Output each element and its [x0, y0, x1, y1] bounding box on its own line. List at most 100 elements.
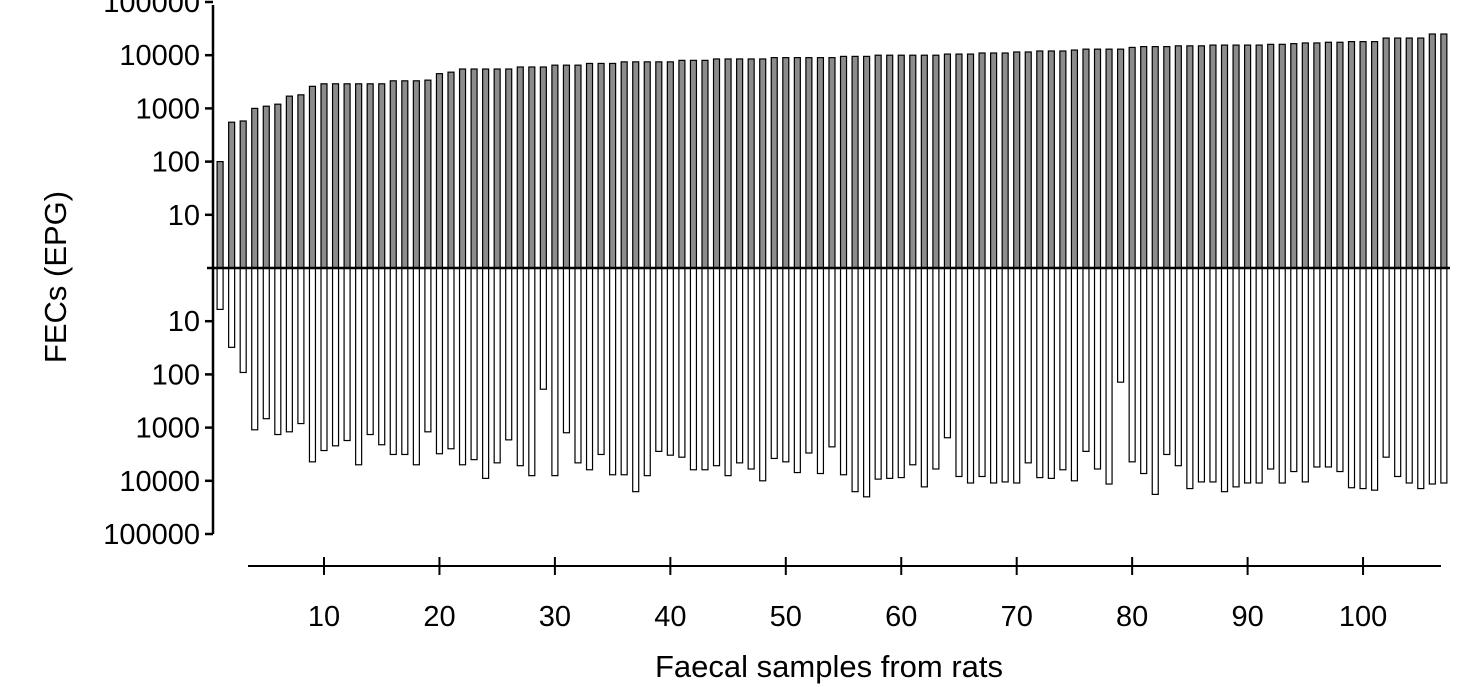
upper-bar-30: [551, 64, 559, 269]
upper-bar-75: [1070, 49, 1079, 269]
lower-bar-12: [343, 267, 351, 442]
bars-group: [216, 33, 1448, 498]
lower-bar-92: [1267, 267, 1275, 470]
upper-bar-99: [1347, 41, 1356, 269]
upper-bar-14: [366, 83, 374, 269]
lower-bar-100: [1359, 267, 1367, 490]
upper-bar-71: [1024, 51, 1032, 269]
y-axis-label: FECs (EPG): [38, 191, 73, 363]
lower-bar-83: [1163, 267, 1171, 456]
y-tick-label-top: 100000: [103, 0, 200, 19]
lower-bar-51: [793, 267, 801, 474]
lower-bar-55: [839, 267, 848, 476]
upper-bar-4: [251, 107, 259, 269]
lower-bar-102: [1382, 267, 1390, 458]
lower-bar-68: [990, 267, 998, 484]
lower-bar-21: [447, 267, 455, 450]
upper-bar-18: [412, 80, 420, 269]
lower-bar-3: [239, 267, 247, 374]
lower-bar-46: [736, 267, 744, 464]
lower-bar-31: [562, 267, 571, 434]
lower-bar-71: [1024, 267, 1032, 464]
upper-bar-77: [1093, 48, 1102, 269]
lower-bar-49: [770, 267, 778, 460]
upper-bar-50: [782, 57, 790, 269]
lower-bar-20: [435, 267, 444, 455]
lower-bar-66: [966, 267, 975, 484]
lower-bar-13: [355, 267, 363, 466]
lower-bar-26: [505, 267, 513, 441]
upper-bar-53: [816, 57, 825, 269]
lower-bar-93: [1278, 267, 1286, 484]
lower-bar-1: [216, 267, 224, 310]
lower-bar-72: [1036, 267, 1044, 479]
upper-bar-28: [528, 66, 536, 269]
lower-bar-65: [955, 267, 963, 478]
lower-bar-22: [458, 267, 467, 466]
upper-bar-78: [1105, 48, 1113, 269]
lower-bar-107: [1440, 267, 1448, 484]
upper-bar-45: [724, 58, 732, 269]
lower-bar-15: [378, 267, 386, 446]
upper-bar-33: [585, 62, 594, 269]
upper-bar-89: [1232, 44, 1240, 269]
upper-bar-27: [516, 66, 524, 269]
upper-bar-44: [712, 58, 721, 269]
lower-bar-28: [528, 267, 536, 477]
upper-bar-51: [793, 57, 801, 269]
upper-bar-12: [343, 83, 351, 269]
lower-bar-59: [886, 267, 894, 479]
lower-bar-95: [1301, 267, 1309, 483]
lower-bar-19: [424, 267, 432, 433]
y-tick-label-bottom: 10000: [119, 466, 200, 498]
lower-bar-58: [874, 267, 882, 480]
lower-bar-16: [389, 267, 397, 456]
lower-bar-24: [482, 267, 490, 479]
lower-bar-41: [678, 267, 686, 458]
upper-bar-69: [1001, 52, 1009, 269]
upper-bar-59: [886, 54, 894, 269]
y-tick-label-top: 100: [152, 147, 200, 179]
lower-bar-89: [1232, 267, 1240, 488]
lower-bar-85: [1186, 267, 1194, 490]
upper-bar-82: [1151, 46, 1159, 269]
lower-bar-14: [366, 267, 374, 436]
upper-bar-13: [355, 83, 363, 269]
upper-bar-35: [609, 62, 617, 269]
lower-bar-98: [1336, 267, 1344, 473]
upper-bar-60: [897, 54, 905, 269]
upper-bar-104: [1405, 37, 1413, 269]
upper-bar-88: [1220, 44, 1229, 269]
upper-bar-61: [909, 54, 917, 269]
lower-bar-6: [274, 267, 282, 436]
upper-bar-81: [1140, 46, 1148, 269]
upper-bar-105: [1417, 37, 1425, 269]
lower-bar-105: [1417, 267, 1425, 490]
lower-bar-25: [493, 267, 501, 464]
lower-bar-63: [932, 267, 940, 470]
upper-bar-72: [1036, 50, 1044, 269]
lower-bar-39: [655, 267, 663, 452]
upper-bar-48: [759, 58, 767, 269]
x-tick-label: 100: [1339, 601, 1387, 633]
upper-bar-8: [297, 94, 305, 269]
upper-bar-3: [239, 120, 247, 269]
x-ticks: 10 20 30 40 50 60 70 80 90 100: [308, 557, 1387, 633]
upper-bar-36: [620, 61, 628, 269]
upper-bar-17: [401, 80, 409, 269]
upper-bar-92: [1267, 43, 1275, 269]
upper-bar-37: [632, 61, 640, 269]
lower-bar-79: [1117, 267, 1125, 383]
upper-bar-31: [562, 64, 571, 269]
upper-bar-76: [1082, 48, 1090, 269]
upper-bar-67: [978, 52, 986, 269]
upper-bar-90: [1243, 44, 1252, 269]
y-tick-label-bottom: 100000: [103, 519, 200, 551]
lower-bar-56: [851, 267, 859, 493]
y-ticks: 100000 10000 1000 100 10 10 100 1000 10000 100000: [103, 0, 213, 551]
upper-bar-62: [920, 54, 928, 269]
upper-bar-94: [1290, 43, 1298, 269]
lower-bar-82: [1151, 267, 1159, 495]
lower-bar-53: [816, 267, 825, 475]
